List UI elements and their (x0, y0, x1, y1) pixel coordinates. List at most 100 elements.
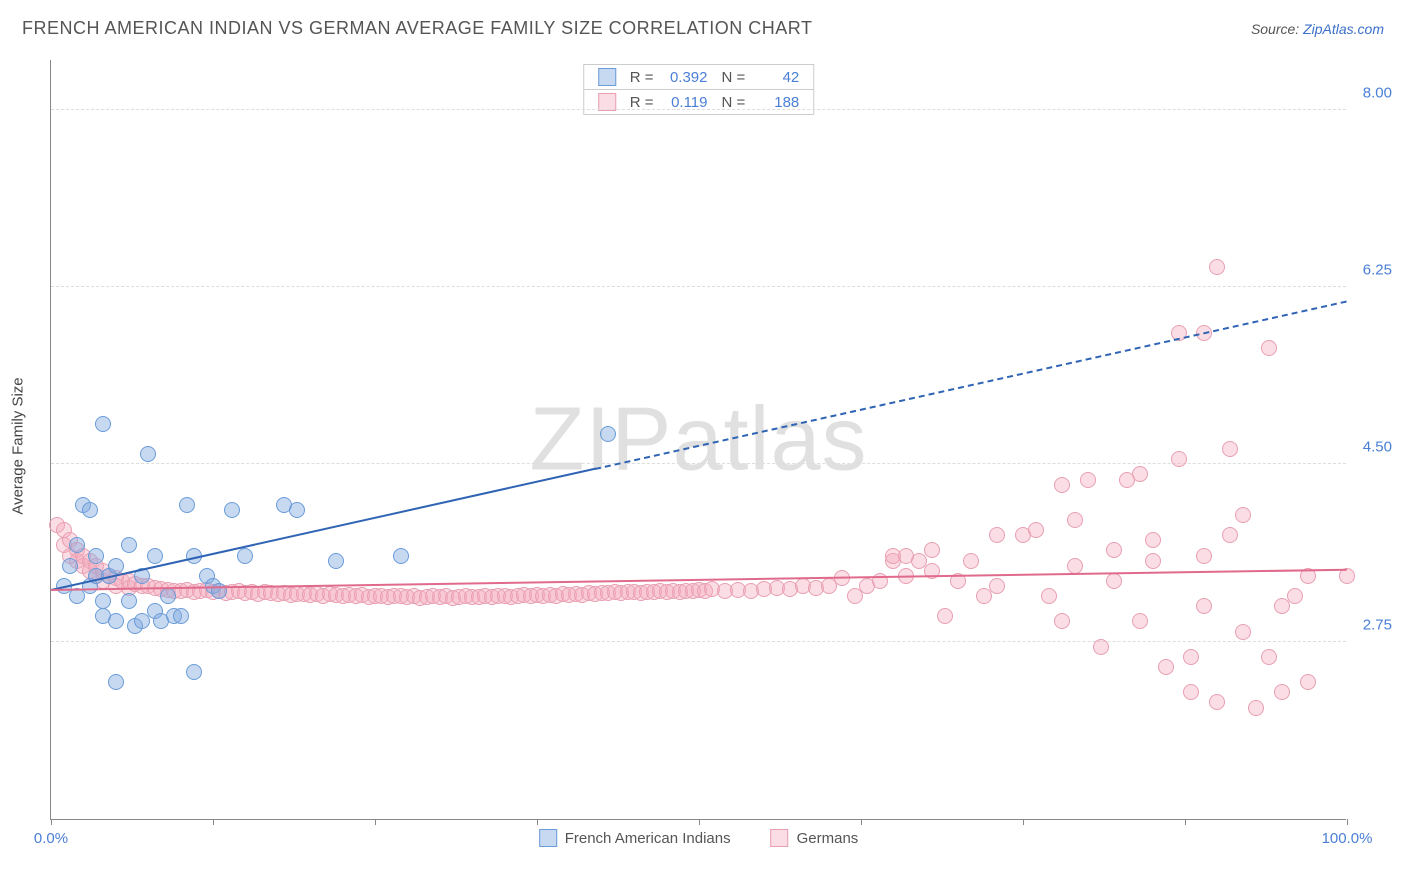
source-prefix: Source: (1251, 21, 1303, 37)
data-point (69, 537, 85, 553)
data-point (1132, 613, 1148, 629)
data-point (1183, 684, 1199, 700)
data-point (924, 542, 940, 558)
data-point (1235, 624, 1251, 640)
data-point (289, 502, 305, 518)
x-tick (51, 819, 52, 825)
data-point (1222, 441, 1238, 457)
data-point (1171, 451, 1187, 467)
data-point (173, 608, 189, 624)
x-tick (1347, 819, 1348, 825)
trend-line (51, 468, 596, 591)
data-point (147, 548, 163, 564)
data-point (1209, 259, 1225, 275)
source-attribution: Source: ZipAtlas.com (1251, 21, 1384, 37)
data-point (1093, 639, 1109, 655)
data-point (140, 446, 156, 462)
data-point (1196, 548, 1212, 564)
legend-item-1: French American Indians (539, 829, 731, 847)
stats-row-2: R = 0.119 N = 188 (584, 90, 814, 115)
watermark: ZIPatlas (529, 388, 867, 491)
legend-item-2: Germans (771, 829, 859, 847)
data-point (1067, 558, 1083, 574)
x-tick (213, 819, 214, 825)
data-point (600, 426, 616, 442)
data-point (989, 527, 1005, 543)
data-point (179, 497, 195, 513)
gridline (51, 641, 1346, 642)
legend-label: French American Indians (565, 830, 731, 847)
y-tick-label: 2.75 (1363, 616, 1392, 633)
x-tick (699, 819, 700, 825)
data-point (1274, 684, 1290, 700)
x-tick-label: 0.0% (34, 830, 68, 847)
stats-row-1: R = 0.392 N = 42 (584, 65, 814, 90)
swatch-series1 (539, 829, 557, 847)
data-point (1132, 466, 1148, 482)
data-point (62, 558, 78, 574)
data-point (1080, 472, 1096, 488)
data-point (108, 558, 124, 574)
data-point (1235, 507, 1251, 523)
data-point (1067, 512, 1083, 528)
data-point (1261, 649, 1277, 665)
x-tick (1185, 819, 1186, 825)
x-tick (375, 819, 376, 825)
data-point (1054, 613, 1070, 629)
chart-title: FRENCH AMERICAN INDIAN VS GERMAN AVERAGE… (22, 18, 812, 39)
x-tick (861, 819, 862, 825)
y-tick-label: 4.50 (1363, 439, 1392, 456)
data-point (95, 416, 111, 432)
r-value: 0.392 (664, 69, 708, 86)
plot-area: ZIPatlas R = 0.392 N = 42 R = 0.119 N = … (50, 60, 1346, 820)
data-point (160, 588, 176, 604)
y-axis-label: Average Family Size (10, 377, 27, 514)
data-point (937, 608, 953, 624)
data-point (1209, 694, 1225, 710)
data-point (1054, 477, 1070, 493)
data-point (108, 674, 124, 690)
data-point (108, 613, 124, 629)
legend: French American Indians Germans (539, 829, 859, 847)
data-point (1248, 700, 1264, 716)
data-point (1106, 573, 1122, 589)
stats-box: R = 0.392 N = 42 R = 0.119 N = 188 (583, 64, 815, 115)
data-point (95, 593, 111, 609)
r-label: R = (630, 69, 654, 86)
gridline (51, 463, 1346, 464)
swatch-series1 (598, 68, 616, 86)
data-point (121, 537, 137, 553)
legend-label: Germans (797, 830, 859, 847)
n-label: N = (722, 69, 746, 86)
data-point (1222, 527, 1238, 543)
data-point (393, 548, 409, 564)
header: FRENCH AMERICAN INDIAN VS GERMAN AVERAGE… (22, 18, 1384, 39)
data-point (186, 664, 202, 680)
gridline (51, 286, 1346, 287)
gridline (51, 109, 1346, 110)
data-point (82, 502, 98, 518)
data-point (1028, 522, 1044, 538)
watermark-part-1: ZIP (529, 389, 672, 489)
watermark-part-2: atlas (672, 389, 867, 489)
data-point (989, 578, 1005, 594)
data-point (88, 548, 104, 564)
data-point (121, 593, 137, 609)
y-tick-label: 8.00 (1363, 84, 1392, 101)
x-tick-label: 100.0% (1322, 830, 1373, 847)
data-point (1158, 659, 1174, 675)
n-value: 42 (755, 69, 799, 86)
data-point (328, 553, 344, 569)
x-tick (1023, 819, 1024, 825)
data-point (224, 502, 240, 518)
x-tick (537, 819, 538, 825)
data-point (1106, 542, 1122, 558)
data-point (1145, 553, 1161, 569)
data-point (1196, 598, 1212, 614)
data-point (1041, 588, 1057, 604)
source-link[interactable]: ZipAtlas.com (1303, 21, 1384, 37)
y-tick-label: 6.25 (1363, 262, 1392, 279)
data-point (1287, 588, 1303, 604)
data-point (1183, 649, 1199, 665)
data-point (1261, 340, 1277, 356)
